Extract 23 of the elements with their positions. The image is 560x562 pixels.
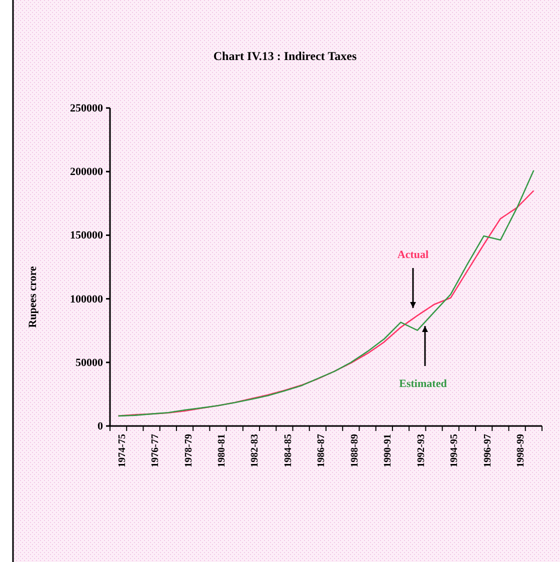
x-tick-label: 1980-81 — [216, 434, 228, 468]
x-tick-label: 1974-75 — [116, 434, 128, 468]
y-tick-label: 100000 — [70, 293, 104, 306]
y-axis-title: Rupees crore — [27, 266, 39, 328]
y-tick-label: 50000 — [76, 356, 104, 369]
x-tick-label: 1976-77 — [150, 434, 162, 468]
chart-title: Chart IV.13 : Indirect Taxes — [213, 49, 357, 63]
x-tick-label: 1998-99 — [516, 434, 527, 468]
text: Actual — [397, 249, 429, 261]
x-tick-label: 1984-85 — [282, 434, 294, 468]
x-tick-label: 1986-87 — [316, 434, 328, 468]
x-tick-label: 1992-93 — [416, 434, 427, 468]
y-tick-label: 250000 — [70, 102, 104, 115]
x-tick-label: 1978-79 — [183, 434, 194, 468]
x-tick-label: 1990-91 — [382, 434, 394, 468]
y-tick-label: 0 — [98, 420, 104, 433]
text: Estimated — [399, 378, 447, 390]
x-tick-label: 1988-89 — [349, 434, 360, 468]
x-tick-label: 1982-83 — [250, 434, 261, 468]
y-tick-label: 150000 — [70, 230, 104, 242]
x-tick-label: 1994-95 — [449, 434, 460, 468]
x-tick-label: 1996-97 — [482, 434, 494, 468]
y-tick-label: 200000 — [70, 166, 104, 178]
